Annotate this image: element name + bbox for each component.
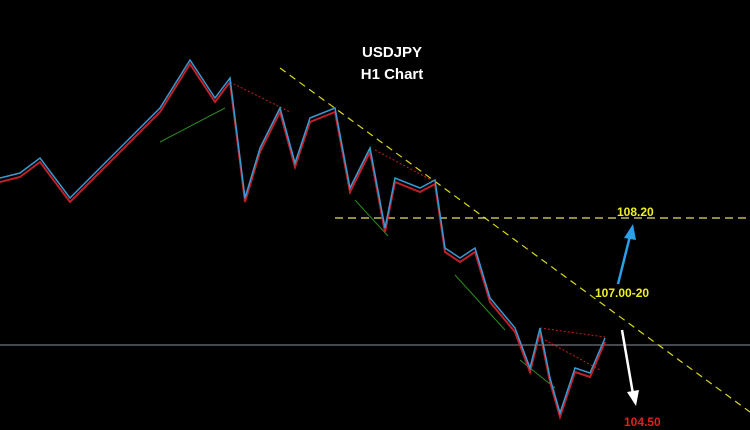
annotation: 108.20 bbox=[617, 205, 654, 219]
chart-title: USDJPY bbox=[362, 44, 422, 61]
trend-line bbox=[279, 67, 750, 413]
pattern-lines bbox=[229, 81, 606, 371]
annotation: 104.50 bbox=[624, 415, 661, 429]
up-arrow bbox=[616, 224, 636, 285]
down-arrow bbox=[620, 329, 639, 406]
annotation: 107.00-20 bbox=[595, 286, 649, 300]
chart-subtitle: H1 Chart bbox=[361, 66, 424, 83]
price-path-up bbox=[0, 58, 606, 416]
price-path-down bbox=[0, 62, 606, 421]
support-lines bbox=[159, 107, 556, 389]
